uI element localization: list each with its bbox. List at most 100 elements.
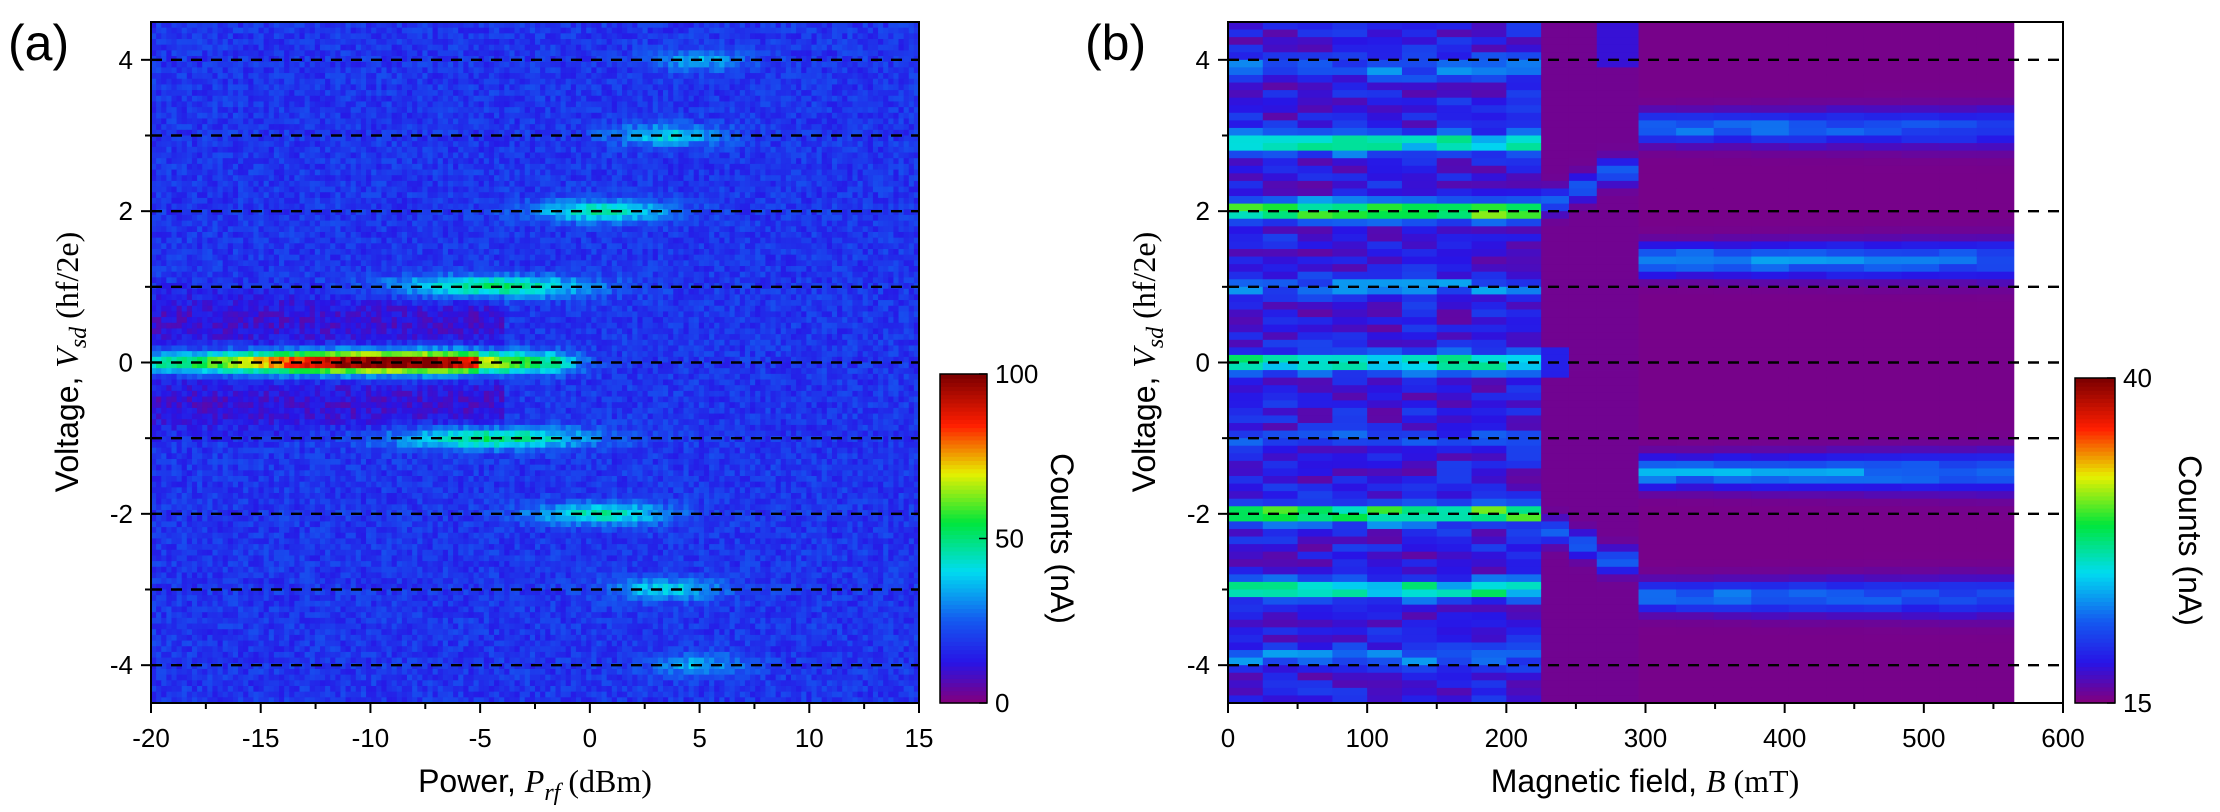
heatmap-cell	[668, 44, 674, 51]
heatmap-cell	[273, 192, 280, 199]
heatmap-cell	[657, 27, 664, 34]
heatmap-cell	[294, 180, 300, 187]
heatmap-cell	[222, 146, 229, 153]
heatmap-cell	[642, 203, 649, 210]
heatmap-cell	[847, 50, 853, 57]
heatmap-cell	[248, 90, 254, 97]
heatmap-cell	[335, 129, 341, 136]
heatmap-cell	[908, 135, 915, 142]
heatmap-cell	[161, 135, 167, 142]
heatmap-cell	[627, 146, 633, 153]
heatmap-cell	[186, 118, 193, 125]
heatmap-cell	[156, 50, 162, 57]
heatmap-cell	[611, 78, 618, 85]
heatmap-cell	[913, 192, 920, 199]
heatmap-cell	[913, 90, 920, 97]
heatmap-cell	[325, 84, 331, 91]
heatmap-cell	[755, 95, 761, 102]
heatmap-cell	[550, 197, 556, 204]
heatmap-cell	[755, 118, 761, 125]
heatmap-cell	[232, 78, 239, 85]
heatmap-cell	[755, 152, 761, 159]
heatmap-cell	[883, 146, 889, 153]
heatmap-cell	[560, 44, 567, 51]
heatmap-cell	[622, 146, 628, 153]
heatmap-cell	[535, 73, 541, 80]
heatmap-cell	[878, 101, 884, 108]
heatmap-cell	[842, 135, 848, 142]
heatmap-cell	[878, 61, 884, 68]
heatmap-cell	[376, 152, 382, 159]
heatmap-cell	[432, 27, 439, 34]
heatmap-cell	[862, 192, 869, 199]
heatmap-cell	[407, 158, 413, 165]
heatmap-cell	[780, 163, 787, 170]
heatmap-cell	[243, 22, 249, 29]
heatmap-cell	[540, 112, 546, 119]
heatmap-cell	[284, 129, 290, 136]
heatmap-cell	[801, 175, 807, 182]
heatmap-cell	[642, 186, 649, 193]
heatmap-cell	[253, 39, 259, 46]
heatmap-cell	[483, 61, 490, 68]
heatmap-cell	[688, 129, 695, 136]
heatmap-cell	[540, 95, 546, 102]
heatmap-cell	[289, 118, 295, 125]
heatmap-cell	[401, 90, 408, 97]
heatmap-cell	[166, 152, 172, 159]
heatmap-cell	[591, 50, 597, 57]
heatmap-cell	[750, 50, 756, 57]
heatmap-cell	[212, 163, 218, 170]
heatmap-cell	[253, 61, 259, 68]
heatmap-cell	[453, 33, 459, 40]
heatmap-cell	[304, 186, 311, 193]
heatmap-cell	[903, 169, 910, 176]
heatmap-cell	[893, 163, 899, 170]
heatmap-cell	[780, 141, 787, 148]
heatmap-cell	[739, 22, 746, 29]
heatmap-cell	[821, 180, 828, 187]
heatmap-cell	[156, 169, 162, 176]
heatmap-cell	[632, 90, 638, 97]
heatmap-cell	[867, 186, 874, 193]
heatmap-cell	[888, 73, 894, 80]
heatmap-cell	[483, 163, 490, 170]
heatmap-cell	[714, 186, 720, 193]
heatmap-cell	[186, 209, 193, 216]
heatmap-cell	[714, 101, 720, 108]
heatmap-cell	[893, 124, 899, 131]
heatmap-cell	[294, 186, 300, 193]
heatmap-cell	[785, 95, 792, 102]
heatmap-cell	[913, 101, 920, 108]
heatmap-cell	[847, 33, 853, 40]
heatmap-cell	[780, 112, 787, 119]
heatmap-cell	[401, 27, 408, 34]
heatmap-cell	[499, 158, 505, 165]
heatmap-cell	[698, 146, 705, 153]
heatmap-cell	[227, 209, 234, 216]
heatmap-cell	[151, 112, 157, 119]
heatmap-cell	[821, 50, 828, 57]
heatmap-cell	[499, 141, 505, 148]
heatmap-cell	[878, 186, 884, 193]
heatmap-cell	[647, 112, 654, 119]
heatmap-cell	[709, 78, 715, 85]
heatmap-cell	[355, 152, 362, 159]
heatmap-cell	[166, 50, 172, 57]
heatmap-cell	[842, 95, 848, 102]
heatmap-cell	[453, 124, 459, 131]
heatmap-cell	[709, 180, 715, 187]
heatmap-cell	[458, 27, 464, 34]
heatmap-cell	[176, 152, 183, 159]
heatmap-cell	[212, 39, 218, 46]
heatmap-cell	[151, 90, 157, 97]
heatmap-cell	[703, 84, 710, 91]
heatmap-cell	[867, 158, 874, 165]
heatmap-cell	[299, 146, 305, 153]
heatmap-cell	[371, 78, 377, 85]
heatmap-cell	[688, 163, 695, 170]
heatmap-cell	[360, 175, 367, 182]
heatmap-cell	[831, 27, 838, 34]
heatmap-cell	[791, 158, 797, 165]
heatmap-cell	[340, 124, 346, 131]
